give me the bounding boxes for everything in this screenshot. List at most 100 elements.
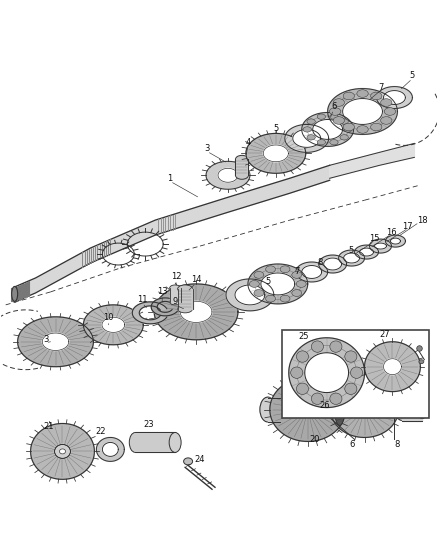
Polygon shape: [364, 342, 420, 392]
Polygon shape: [270, 378, 346, 441]
Polygon shape: [135, 432, 175, 453]
Ellipse shape: [317, 114, 325, 119]
Ellipse shape: [60, 449, 66, 454]
Polygon shape: [102, 442, 118, 456]
Polygon shape: [170, 288, 180, 302]
Polygon shape: [235, 285, 265, 305]
Ellipse shape: [371, 92, 382, 100]
Ellipse shape: [311, 393, 324, 405]
Ellipse shape: [381, 99, 392, 106]
Text: 22: 22: [95, 427, 106, 436]
Text: 8: 8: [395, 440, 400, 449]
Ellipse shape: [307, 119, 315, 124]
Ellipse shape: [292, 289, 302, 296]
Text: 25: 25: [298, 332, 309, 341]
Polygon shape: [355, 402, 374, 417]
Polygon shape: [403, 399, 422, 421]
Polygon shape: [218, 168, 238, 182]
Polygon shape: [289, 338, 364, 408]
Ellipse shape: [345, 351, 357, 362]
Ellipse shape: [340, 119, 348, 124]
Polygon shape: [261, 273, 295, 295]
Polygon shape: [390, 238, 400, 244]
Text: 14: 14: [191, 276, 201, 285]
Ellipse shape: [129, 432, 141, 453]
Text: 11: 11: [137, 295, 148, 304]
Ellipse shape: [254, 271, 264, 278]
Polygon shape: [331, 382, 399, 438]
Ellipse shape: [260, 397, 276, 422]
Polygon shape: [384, 91, 406, 104]
Ellipse shape: [297, 280, 306, 287]
Ellipse shape: [170, 299, 180, 305]
Text: 17: 17: [402, 222, 413, 231]
Polygon shape: [151, 298, 177, 316]
Ellipse shape: [292, 271, 302, 278]
Ellipse shape: [170, 285, 180, 291]
Polygon shape: [236, 159, 248, 175]
Polygon shape: [285, 124, 328, 152]
Ellipse shape: [178, 305, 193, 313]
Text: 3: 3: [205, 144, 210, 153]
Text: 27: 27: [379, 330, 390, 340]
Polygon shape: [96, 438, 124, 462]
Polygon shape: [305, 353, 349, 393]
Ellipse shape: [317, 140, 325, 145]
Ellipse shape: [330, 114, 338, 119]
Ellipse shape: [311, 341, 324, 352]
Ellipse shape: [250, 280, 259, 287]
FancyBboxPatch shape: [282, 330, 429, 417]
Polygon shape: [18, 317, 93, 367]
Ellipse shape: [280, 266, 290, 273]
Ellipse shape: [384, 108, 396, 115]
Polygon shape: [268, 398, 280, 422]
Polygon shape: [330, 143, 414, 178]
Text: 24: 24: [195, 455, 205, 464]
Ellipse shape: [344, 127, 352, 132]
Polygon shape: [324, 258, 342, 270]
Polygon shape: [54, 445, 71, 458]
Text: 7: 7: [378, 83, 383, 92]
Text: 26: 26: [319, 401, 330, 410]
Text: 12: 12: [171, 272, 181, 281]
Ellipse shape: [254, 289, 264, 296]
Ellipse shape: [330, 140, 338, 145]
Polygon shape: [313, 119, 343, 140]
Ellipse shape: [330, 341, 342, 352]
Polygon shape: [226, 279, 274, 311]
Text: 5: 5: [348, 246, 353, 255]
Ellipse shape: [343, 123, 354, 131]
Ellipse shape: [236, 155, 248, 163]
Polygon shape: [248, 264, 308, 304]
Text: 18: 18: [417, 216, 427, 224]
Polygon shape: [31, 424, 95, 479]
Text: 21: 21: [43, 422, 54, 431]
Ellipse shape: [335, 393, 345, 425]
Ellipse shape: [419, 360, 424, 364]
Ellipse shape: [381, 117, 392, 124]
Ellipse shape: [371, 123, 382, 131]
Ellipse shape: [417, 401, 428, 418]
Polygon shape: [42, 333, 69, 351]
Ellipse shape: [266, 295, 276, 302]
Polygon shape: [293, 130, 321, 148]
Ellipse shape: [291, 367, 303, 378]
Polygon shape: [377, 86, 413, 109]
Ellipse shape: [236, 171, 248, 179]
Polygon shape: [343, 99, 382, 124]
Text: 5: 5: [410, 71, 415, 80]
Ellipse shape: [12, 286, 18, 301]
Ellipse shape: [178, 285, 193, 293]
Polygon shape: [246, 133, 306, 173]
Text: 5: 5: [273, 124, 279, 133]
Text: 23: 23: [143, 420, 154, 429]
Ellipse shape: [395, 399, 410, 421]
Text: 10: 10: [103, 313, 113, 322]
Text: 13: 13: [157, 287, 167, 296]
Polygon shape: [302, 112, 353, 147]
Polygon shape: [298, 401, 317, 417]
Polygon shape: [132, 302, 167, 324]
Text: 3: 3: [43, 335, 48, 344]
Ellipse shape: [357, 126, 368, 133]
Polygon shape: [355, 245, 378, 259]
